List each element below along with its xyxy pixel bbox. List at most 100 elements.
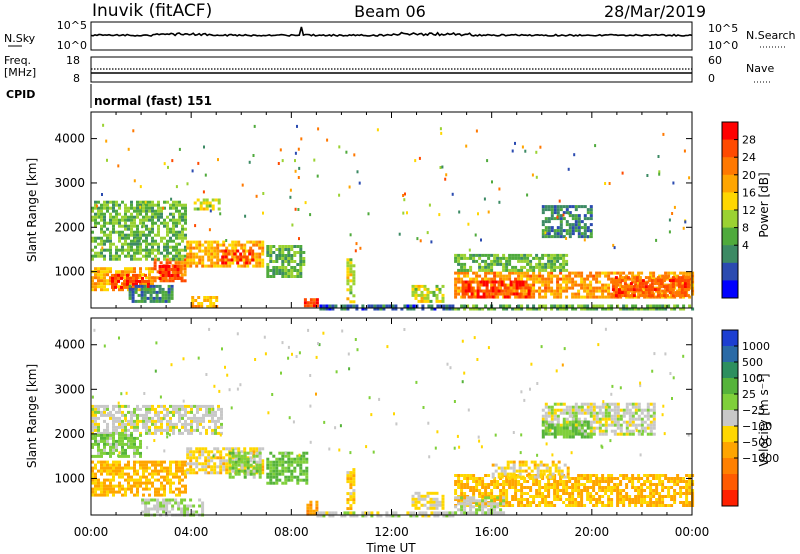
colorbar-swatch (722, 227, 738, 246)
power-colorbar: 28 24 20 16 12 8 4 (721, 121, 756, 299)
station-title: Inuvik (fitACF) (92, 1, 212, 21)
colorbar-frame (721, 329, 739, 507)
velocity-scatter-points (91, 327, 690, 459)
colorbar-swatch (722, 262, 738, 281)
noise-sky-trace (90, 26, 693, 37)
colorbar-swatch (722, 192, 738, 211)
velocity-echo-region (91, 433, 142, 458)
power-echo-region (454, 304, 695, 311)
colorbar-tick-label: −1000 (742, 452, 779, 465)
noise-left-tick-top: 10^5 (57, 19, 87, 32)
freq-right-tick-bottom: 0 (708, 72, 715, 85)
y-tick-label: 1000 (54, 471, 85, 485)
y-tick-label: 4000 (54, 338, 85, 352)
velocity-echo-region (411, 491, 445, 510)
beam-label: Beam 06 (354, 2, 426, 21)
colorbar-swatch (722, 426, 738, 443)
velocity-panel (90, 317, 695, 518)
y-tick-label: 1000 (54, 265, 85, 279)
colorbar-swatch (722, 157, 738, 176)
colorbar-tick-label: −25 (742, 404, 765, 417)
colorbar-swatch (722, 210, 738, 229)
noise-right-tick-top: 10^5 (708, 22, 738, 35)
power-echo-region (191, 296, 219, 308)
velocity-echo-region (91, 404, 223, 435)
colorbar-swatch (722, 410, 738, 427)
x-tick-label: 20:00 (575, 525, 610, 539)
colorbar-tick-label: 25 (742, 388, 756, 401)
colorbar-swatch (722, 394, 738, 411)
colorbar-swatch (722, 346, 738, 363)
velocity-echo-region (228, 451, 262, 479)
colorbar-tick-label: 24 (742, 151, 756, 164)
power-panel (90, 111, 695, 311)
freq-left-tick-top: 18 (66, 54, 80, 67)
colorbar-tick-label: 8 (742, 222, 749, 235)
x-tick-label: 16:00 (474, 525, 509, 539)
velocity-echo-region (266, 451, 309, 485)
velocity-colorbar: 1000 500 100 25 −25 −100 −500 −1000 (721, 329, 779, 507)
cpid-label: CPID (6, 88, 35, 101)
colorbar-tick-label: 100 (742, 372, 763, 385)
freq-label-line1: Freq. (4, 54, 31, 67)
x-tick-label: 00:00 (675, 525, 710, 539)
colorbar-tick-label: 500 (742, 356, 763, 369)
colorbar-swatch (722, 174, 738, 193)
colorbar-swatch (722, 474, 738, 491)
power-echo-region (461, 280, 531, 299)
colorbar-tick-label: 28 (742, 134, 756, 147)
colorbar-tick-label: 1000 (742, 340, 770, 353)
power-scatter-points (95, 123, 691, 253)
power-echo-region (541, 205, 593, 239)
power-echo-region (111, 273, 150, 289)
velocity-echo-region (91, 460, 187, 497)
y-tick-label: 2000 (54, 220, 85, 234)
power-echo-region (128, 284, 174, 303)
colorbar-swatch (722, 139, 738, 158)
power-echo-region (303, 298, 319, 308)
power-echo-region (221, 249, 255, 265)
freq-right-tick-top: 60 (708, 54, 722, 67)
velocity-echo-region (454, 496, 506, 515)
velocity-echo-region (141, 498, 205, 517)
velocity-echo-region (541, 402, 656, 436)
power-echo-region (611, 276, 690, 298)
velocity-colorbar-label: Velocity [m s⁻¹] (757, 373, 771, 466)
power-ylabel: Slant Range [km] (25, 158, 39, 262)
power-echo-region (91, 200, 187, 261)
colorbar-swatch (722, 122, 738, 141)
freq-label-line2: [MHz] (4, 66, 36, 79)
y-tick-label: 3000 (54, 176, 85, 190)
power-echo-region (266, 245, 306, 278)
colorbar-swatch (722, 245, 738, 264)
x-tick-label: 08:00 (274, 525, 309, 539)
colorbar-tick-label: 4 (742, 239, 749, 252)
colorbar-tick-label: 12 (742, 204, 756, 217)
colorbar-tick-label: 16 (742, 186, 756, 199)
time-axis-label: Time UT (365, 541, 416, 554)
noise-search-label: N.Search (746, 29, 796, 42)
velocity-echo-region (491, 460, 570, 479)
power-colorbar-label: Power [dB] (757, 172, 771, 237)
date-label: 28/Mar/2019 (604, 2, 706, 21)
velocity-echo-region (316, 511, 455, 518)
power-echo-region (193, 198, 221, 211)
velocity-echo-region (454, 474, 695, 507)
noise-sky-label: N.Sky (4, 32, 36, 45)
colorbar-swatch (722, 378, 738, 395)
colorbar-swatch (722, 330, 738, 347)
x-tick-label: 12:00 (374, 525, 409, 539)
velocity-ylabel: Slant Range [km] (25, 364, 39, 468)
cpid-value: normal (fast) 151 (94, 94, 212, 108)
x-tick-label: 00:00 (74, 525, 109, 539)
y-tick-label: 2000 (54, 427, 85, 441)
noise-right-tick-bottom: 10^0 (708, 39, 738, 52)
x-tick-label: 04:00 (174, 525, 209, 539)
power-echo-region (411, 284, 445, 303)
noise-left-tick-bottom: 10^0 (57, 39, 87, 52)
power-echo-region (158, 265, 183, 280)
power-echo-region (454, 253, 569, 272)
velocity-echo-region (346, 468, 356, 511)
power-echo-region (319, 304, 455, 311)
